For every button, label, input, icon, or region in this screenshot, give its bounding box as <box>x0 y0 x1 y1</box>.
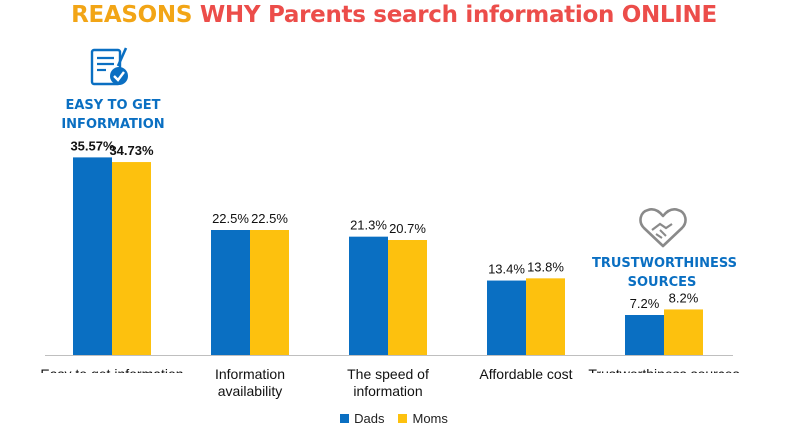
data-label-moms-3: 13.8% <box>527 259 564 274</box>
bar-moms-2 <box>388 240 427 355</box>
handshake-heart-icon <box>639 208 687 248</box>
bar-dads-2 <box>349 236 388 355</box>
callout-trustworthiness-sources: TRUSTWORTHINESS SOURCES <box>592 256 737 290</box>
legend: Dads Moms <box>0 411 788 426</box>
category-label-0: Easy to get information <box>40 366 183 382</box>
legend-swatch-dads <box>340 414 350 423</box>
bar-dads-0 <box>73 157 112 355</box>
bar-moms-1 <box>250 230 289 355</box>
legend-label-moms: Moms <box>412 411 448 426</box>
bar-dads-1 <box>211 230 250 355</box>
bar-moms-0 <box>112 162 151 355</box>
chart-title: REASONS WHY Parents search information O… <box>0 2 788 28</box>
category-label-4: Trustworthiness sources <box>588 366 739 382</box>
data-label-dads-3: 13.4% <box>488 262 525 277</box>
data-label-dads-0: 35.57% <box>70 138 115 153</box>
category-label-3: Affordable cost <box>479 366 572 382</box>
data-label-moms-1: 22.5% <box>251 211 288 226</box>
title-part-rest: WHY Parents search information ONLINE <box>199 2 717 28</box>
checklist-document-icon <box>90 47 128 86</box>
data-label-moms-2: 20.7% <box>389 221 426 236</box>
legend-label-dads: Dads <box>354 411 385 426</box>
category-label-2: The speed of information <box>347 366 429 399</box>
data-label-dads-4: 7.2% <box>630 296 660 311</box>
data-label-dads-2: 21.3% <box>350 218 387 233</box>
bar-chart: 35.57%34.73% Easy to get information 22.5%… <box>40 138 739 399</box>
title-part-reasons: REASONS <box>71 2 193 28</box>
category-label-1: Information availability <box>215 366 285 399</box>
bar-dads-3 <box>487 280 526 355</box>
data-label-moms-0: 34.73% <box>109 143 154 158</box>
callout-easy-to-get-information: EASY TO GET INFORMATION <box>61 98 165 132</box>
bar-moms-3 <box>526 278 565 355</box>
legend-swatch-moms <box>398 414 408 423</box>
bar-dads-4 <box>625 315 664 355</box>
bar-moms-4 <box>664 309 703 355</box>
legend-item-moms: Moms <box>398 411 448 426</box>
data-label-moms-4: 8.2% <box>669 290 699 305</box>
data-label-dads-1: 22.5% <box>212 211 249 226</box>
legend-item-dads: Dads <box>340 411 384 426</box>
